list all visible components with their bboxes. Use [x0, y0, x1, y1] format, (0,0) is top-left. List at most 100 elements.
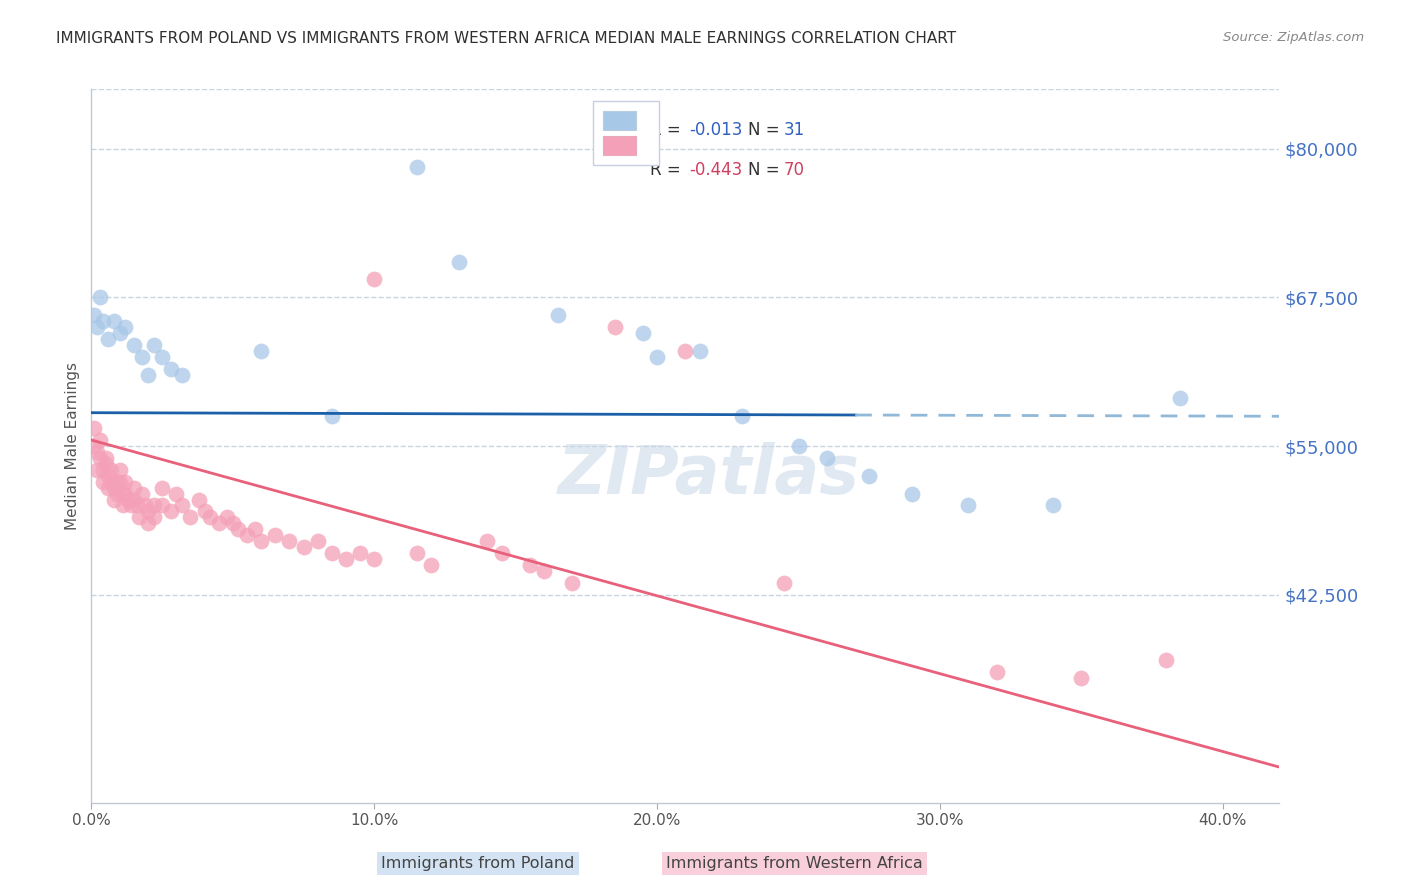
Point: [103, 492, 125, 507]
Point: [491, 546, 513, 560]
Point: [170, 368, 193, 382]
Point: [136, 504, 159, 518]
Point: [89, 450, 111, 465]
Point: [363, 552, 385, 566]
Point: [105, 486, 128, 500]
Point: [150, 481, 173, 495]
Point: [787, 439, 810, 453]
Point: [103, 314, 125, 328]
Point: [97, 481, 120, 495]
Point: [321, 546, 343, 560]
Point: [957, 499, 980, 513]
Y-axis label: Median Male Earnings: Median Male Earnings: [65, 362, 80, 530]
Point: [108, 326, 131, 340]
Text: IMMIGRANTS FROM POLAND VS IMMIGRANTS FROM WESTERN AFRICA MEDIAN MALE EARNINGS CO: IMMIGRANTS FROM POLAND VS IMMIGRANTS FRO…: [56, 31, 956, 46]
Point: [179, 510, 201, 524]
Point: [150, 350, 173, 364]
Point: [91, 314, 114, 328]
Point: [1156, 653, 1178, 667]
Point: [1042, 499, 1064, 513]
Point: [122, 481, 145, 495]
Point: [449, 254, 471, 268]
Text: N =: N =: [748, 161, 786, 178]
Point: [83, 421, 105, 435]
Point: [278, 534, 301, 549]
Point: [200, 510, 222, 524]
Point: [122, 338, 145, 352]
Point: [170, 499, 193, 513]
Point: [142, 510, 165, 524]
Point: [1170, 392, 1192, 406]
Point: [86, 320, 108, 334]
Point: [97, 332, 120, 346]
Point: [94, 457, 117, 471]
Point: [83, 308, 105, 322]
Point: [103, 481, 125, 495]
Point: [222, 516, 245, 531]
Point: [228, 522, 250, 536]
Text: Source: ZipAtlas.com: Source: ZipAtlas.com: [1223, 31, 1364, 45]
Point: [91, 463, 114, 477]
Point: [217, 510, 239, 524]
Point: [645, 350, 668, 364]
Point: [815, 450, 838, 465]
Point: [165, 486, 187, 500]
Point: [245, 522, 267, 536]
Point: [321, 409, 343, 424]
Point: [858, 468, 880, 483]
Point: [100, 475, 122, 489]
Point: [86, 445, 108, 459]
Point: [307, 534, 329, 549]
Point: [128, 510, 150, 524]
Point: [89, 433, 111, 447]
Point: [89, 290, 111, 304]
Text: 70: 70: [785, 161, 806, 178]
Point: [108, 463, 131, 477]
Point: [111, 486, 134, 500]
Text: Immigrants from Poland: Immigrants from Poland: [381, 856, 575, 871]
Point: [477, 534, 499, 549]
Point: [142, 338, 165, 352]
Point: [150, 499, 173, 513]
Point: [108, 475, 131, 489]
Point: [114, 320, 136, 334]
Point: [986, 665, 1008, 679]
Point: [114, 475, 136, 489]
Text: R =: R =: [650, 161, 686, 178]
Point: [405, 546, 427, 560]
Point: [603, 320, 626, 334]
Point: [131, 350, 153, 364]
Point: [773, 575, 796, 590]
Point: [120, 499, 142, 513]
Text: 31: 31: [785, 121, 806, 139]
Point: [731, 409, 754, 424]
Point: [117, 492, 139, 507]
Point: [900, 486, 922, 500]
Point: [83, 439, 105, 453]
Point: [94, 450, 117, 465]
Point: [292, 540, 315, 554]
Text: ZIPatlas: ZIPatlas: [558, 442, 860, 508]
Point: [122, 492, 145, 507]
Point: [187, 492, 209, 507]
Point: [142, 499, 165, 513]
Point: [250, 343, 273, 358]
Point: [405, 160, 427, 174]
Point: [335, 552, 357, 566]
Point: [114, 486, 136, 500]
Text: N =: N =: [748, 121, 786, 139]
Text: -0.443: -0.443: [689, 161, 742, 178]
Point: [689, 343, 711, 358]
Point: [1070, 671, 1092, 685]
Point: [86, 463, 108, 477]
Point: [419, 558, 441, 572]
Point: [136, 368, 159, 382]
Point: [208, 516, 231, 531]
Point: [363, 272, 385, 286]
Point: [673, 343, 696, 358]
Legend: , : ,: [593, 101, 659, 165]
Point: [519, 558, 541, 572]
Point: [264, 528, 287, 542]
Point: [236, 528, 259, 542]
Point: [105, 475, 128, 489]
